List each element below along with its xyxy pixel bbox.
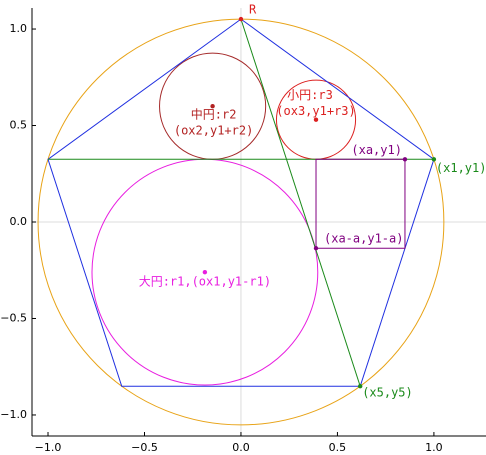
x-tick-label: −1.0 [35,441,62,454]
point-label: (xa,y1) [351,143,402,157]
point [313,117,319,122]
point-label: R [249,3,257,17]
point-label: (ox2,y1+r2) [174,124,253,138]
x-tick-label: 0.0 [232,441,250,454]
y-tick-label: −1.0 [0,408,27,421]
x-tick-label: −0.5 [131,441,158,454]
line [240,18,361,387]
point [357,384,363,389]
y-tick-label: 0.0 [10,215,28,228]
point-label: 中円:r2 [191,107,237,122]
point-label: (xa-a,y1-a) [324,232,403,246]
point-label: 小円:r3 [287,88,333,102]
point-label: (x1,y1) [436,161,486,175]
y-tick-label: 1.0 [10,22,28,35]
x-tick-label: 0.5 [329,441,347,454]
line [47,18,435,387]
x-tick-label: 1.0 [425,441,443,454]
point [210,104,215,109]
point-label: 大円:r1,(ox1,y1-r1) [139,275,271,289]
y-tick-label: −0.5 [0,311,27,324]
point [431,157,437,162]
point-label: (x5,y5) [362,386,413,400]
point [238,16,244,22]
point [202,269,208,275]
point-label: (ox3,y1+r3) [276,104,355,118]
y-tick-label: 0.5 [10,119,28,132]
point [402,157,408,162]
point [313,246,319,251]
